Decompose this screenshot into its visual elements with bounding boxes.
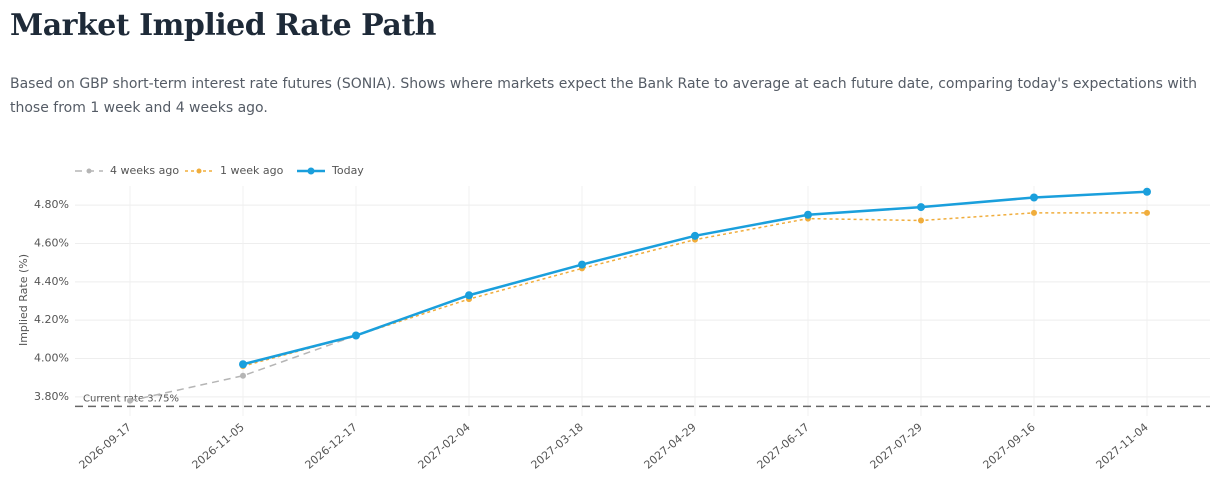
x-tick-label: 2027-11-04 [1094,421,1151,472]
legend-marker [86,168,92,174]
x-tick-label: 2026-12-17 [303,421,360,472]
point [465,291,473,300]
x-tick-label: 2026-11-05 [190,421,247,472]
y-tick-label: 4.60% [34,237,69,250]
x-tick-label: 2027-09-16 [981,421,1038,472]
y-tick-label: 3.80% [34,390,69,403]
x-tick-label: 2027-03-18 [529,421,586,472]
series-line [129,334,357,402]
legend-marker [307,167,315,175]
title: Market Implied Rate Path [10,8,437,43]
subtitle: Based on GBP short-term interest rate fu… [10,76,1198,116]
legend-label: Today [331,164,364,177]
y-tick-label: 4.00% [34,352,69,365]
point [691,231,699,240]
point [239,360,247,369]
y-tick-label: 4.40% [34,275,69,288]
point [918,217,924,224]
x-tick-label: 2027-02-04 [416,421,473,472]
x-tick-label: 2027-07-29 [868,421,925,472]
x-tick-label: 2027-04-29 [642,421,699,472]
point [1030,193,1038,202]
point [240,372,246,379]
legend-marker [196,168,202,174]
point [1143,187,1151,196]
point [127,397,133,404]
y-tick-label: 4.20% [34,313,69,326]
point [352,331,360,340]
x-tick-label: 2026-09-17 [77,421,134,472]
x-tick-label: 2027-06-17 [755,421,812,472]
point [578,260,586,269]
y-tick-label: 4.80% [34,198,69,211]
legend-label: 1 week ago [220,164,284,177]
y-axis-label: Implied Rate (%) [17,254,30,346]
point [917,203,925,212]
point [1031,209,1037,216]
legend-label: 4 weeks ago [110,164,179,177]
point [804,210,812,219]
point [1144,209,1150,216]
